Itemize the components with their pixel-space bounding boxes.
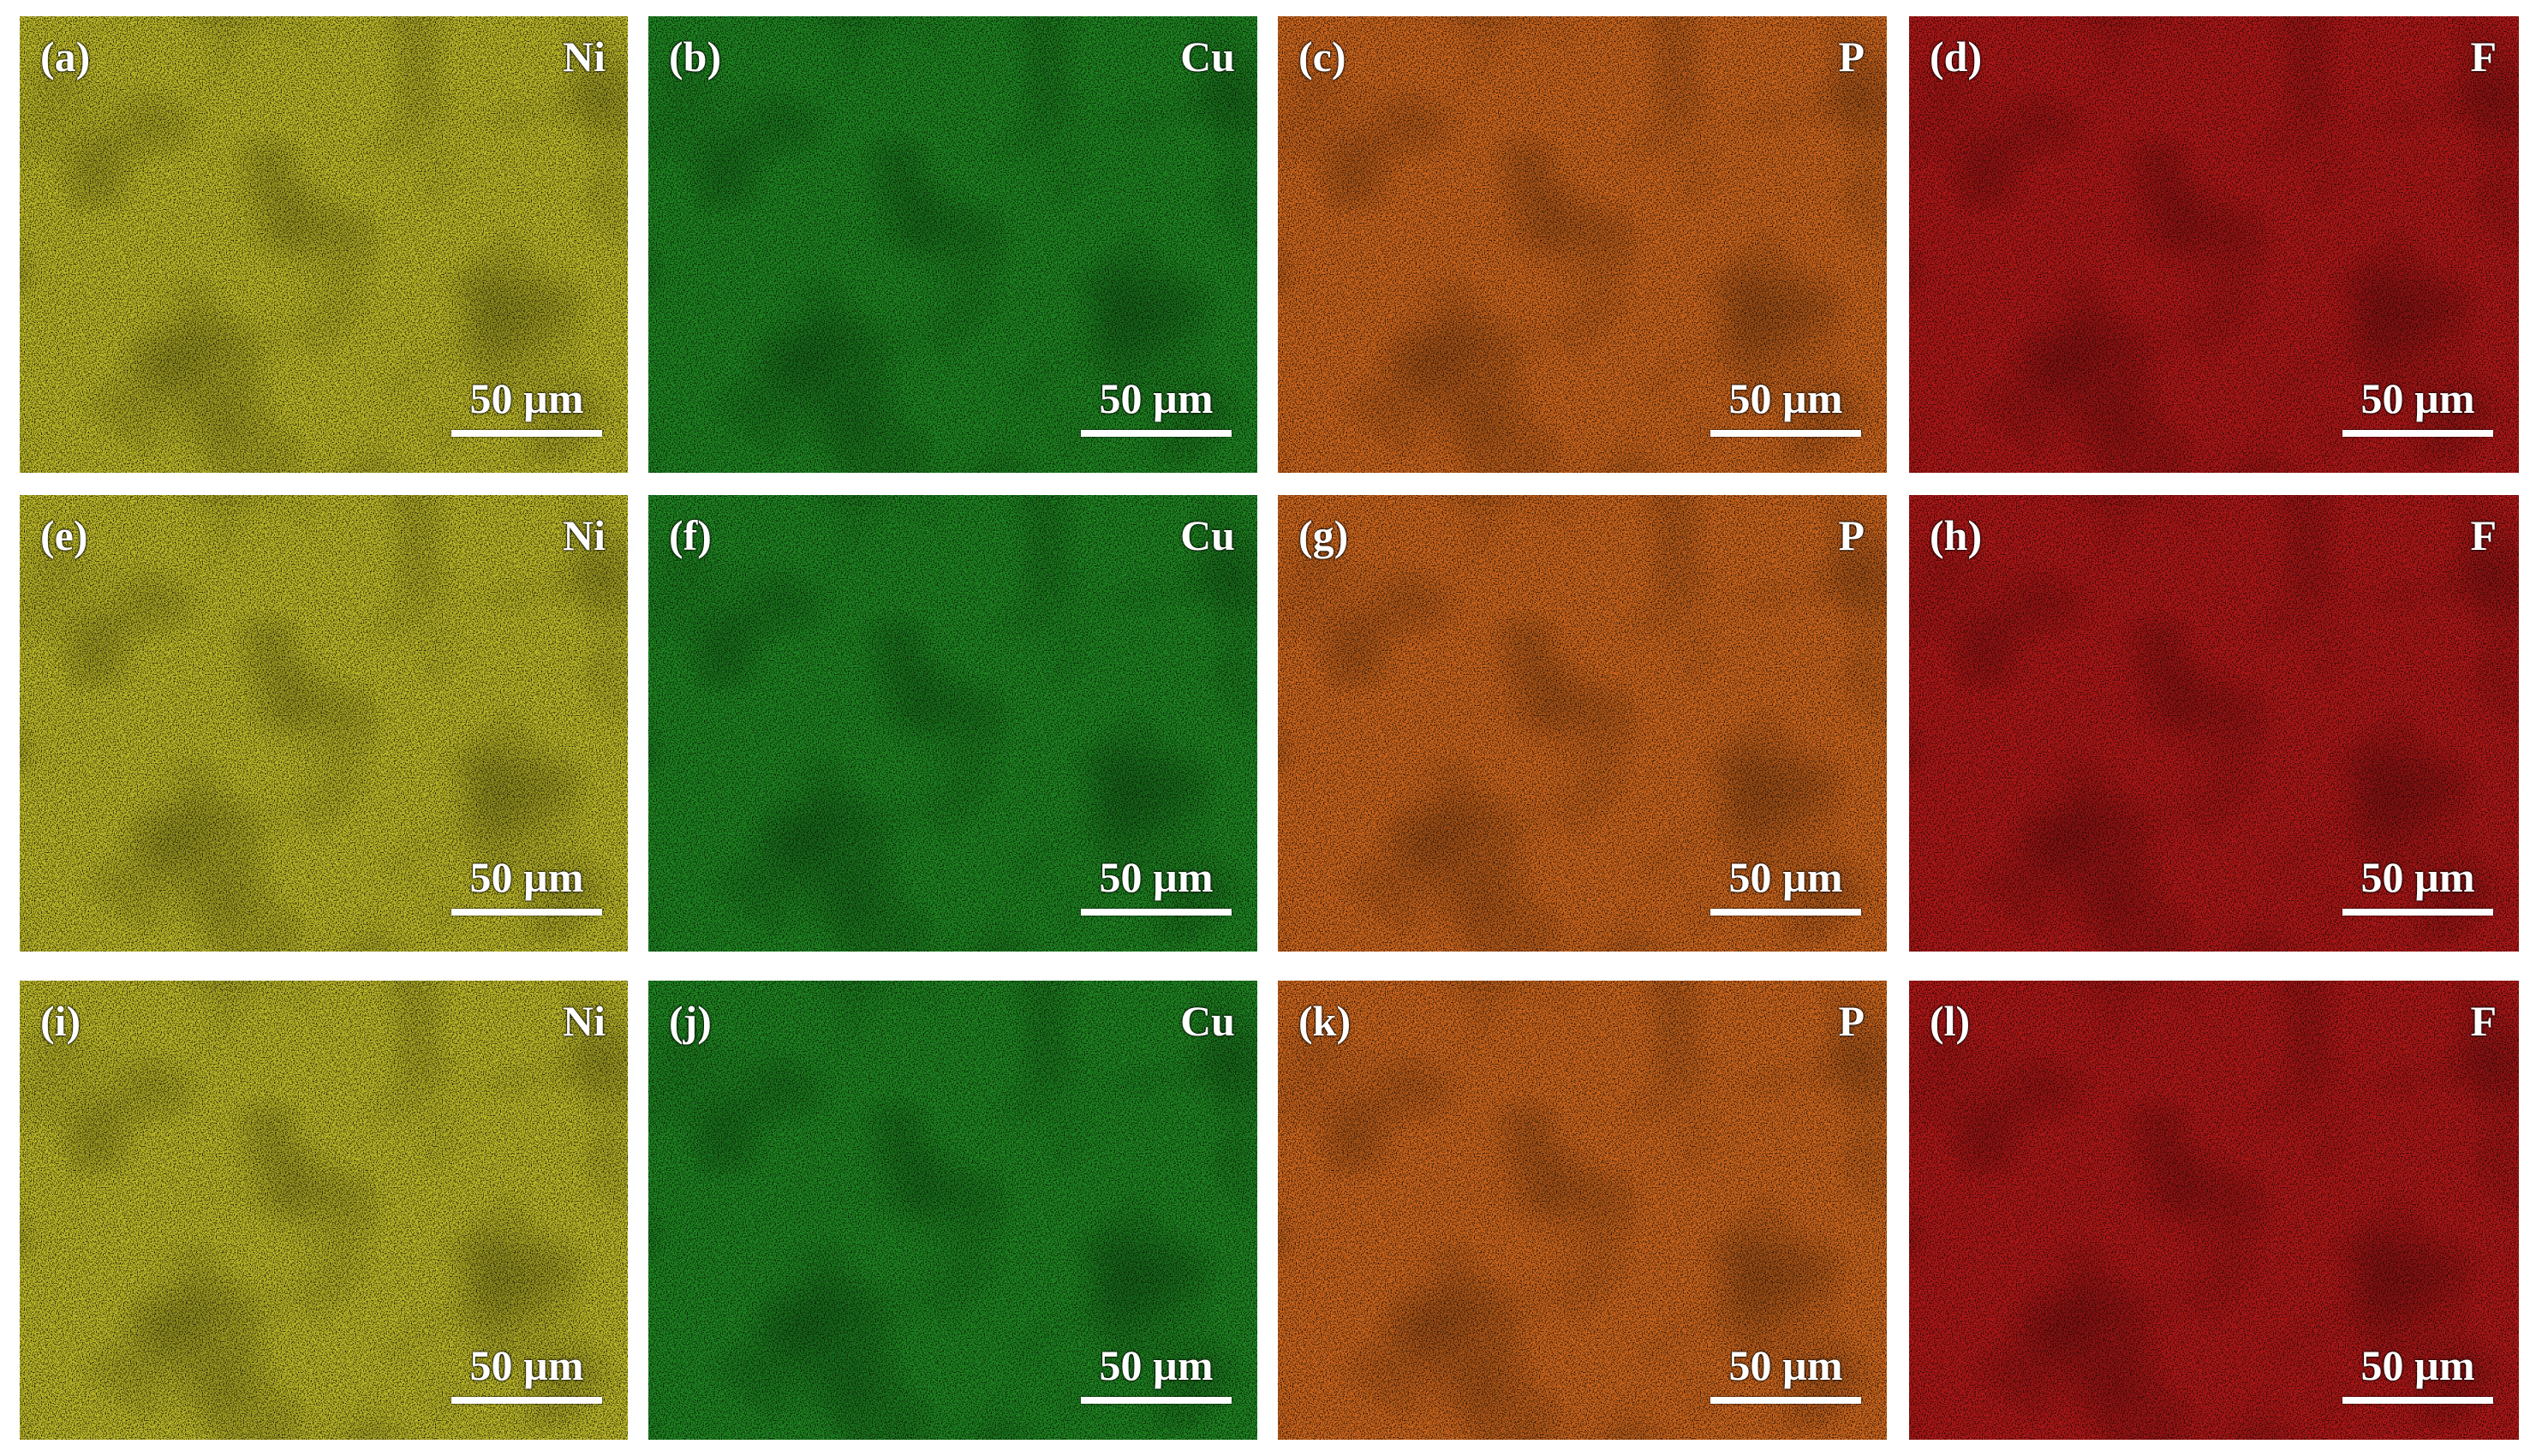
scale-bar-label: 50 µm [2360,853,2475,901]
scale-bar [1710,909,1861,916]
scale-bar [2342,430,2493,437]
map-panel: (d) F 50 µm [1909,16,2519,473]
scale-bar-label: 50 µm [1728,1341,1843,1389]
speckle-texture [648,495,1257,952]
map-panel: (a) Ni 50 µm [20,16,628,473]
scale-bar-label: 50 µm [1728,853,1843,901]
panel-label: (k) [1298,997,1352,1045]
panel-label: (g) [1298,511,1349,559]
element-label: Cu [1180,33,1235,81]
element-label: Cu [1180,511,1235,559]
speckle-texture [1909,16,2519,473]
panel-label: (l) [1930,997,1971,1045]
speckle-texture [1909,981,2519,1440]
element-label: Cu [1180,997,1235,1045]
scale-bar-label: 50 µm [2360,374,2475,422]
map-panel: (k) P 50 µm [1278,981,1887,1440]
panel-label: (f) [669,511,712,559]
scale-bar-label: 50 µm [469,853,584,901]
map-panel: (h) F 50 µm [1909,495,2519,952]
scale-bar [1710,430,1861,437]
map-panel: (b) Cu 50 µm [648,16,1257,473]
scale-bar-label: 50 µm [1099,1341,1214,1389]
speckle-texture [1278,16,1887,473]
panel-label: (e) [40,511,88,559]
panel-label: (c) [1298,33,1346,81]
element-label: Ni [563,511,606,559]
scale-bar [451,430,602,437]
map-panel: (e) Ni 50 µm [20,495,628,952]
speckle-texture [1909,495,2519,952]
element-label: F [2470,33,2497,81]
map-panel: (j) Cu 50 µm [648,981,1257,1440]
element-label: P [1838,511,1865,559]
panel-label: (a) [40,33,91,81]
scale-bar-label: 50 µm [1099,374,1214,422]
element-label: P [1838,33,1865,81]
panel-label: (j) [669,997,712,1045]
panel-label: (h) [1930,511,1983,559]
map-panel: (i) Ni 50 µm [20,981,628,1440]
panel-label: (d) [1930,33,1983,81]
element-label: P [1838,997,1865,1045]
element-label: Ni [563,997,606,1045]
panel-label: (b) [669,33,722,81]
scale-bar-label: 50 µm [1728,374,1843,422]
element-label: F [2470,997,2497,1045]
scale-bar [2342,1397,2493,1404]
scale-bar-label: 50 µm [469,374,584,422]
scale-bar [451,909,602,916]
scale-bar-label: 50 µm [2360,1341,2475,1389]
panel-label: (i) [40,997,81,1045]
speckle-texture [1278,495,1887,952]
speckle-texture [1278,981,1887,1440]
scale-bar [451,1397,602,1404]
speckle-texture [20,981,628,1440]
map-panel: (c) P 50 µm [1278,16,1887,473]
speckle-texture [648,981,1257,1440]
scale-bar [1081,1397,1232,1404]
scale-bar [1081,909,1232,916]
scale-bar [1081,430,1232,437]
map-panel: (f) Cu 50 µm [648,495,1257,952]
element-label: F [2470,511,2497,559]
speckle-texture [20,16,628,473]
map-panel: (g) P 50 µm [1278,495,1887,952]
scale-bar-label: 50 µm [1099,853,1214,901]
map-panel: (l) F 50 µm [1909,981,2519,1440]
element-label: Ni [563,33,606,81]
scale-bar-label: 50 µm [469,1341,584,1389]
scale-bar [2342,909,2493,916]
speckle-texture [20,495,628,952]
scale-bar [1710,1397,1861,1404]
speckle-texture [648,16,1257,473]
